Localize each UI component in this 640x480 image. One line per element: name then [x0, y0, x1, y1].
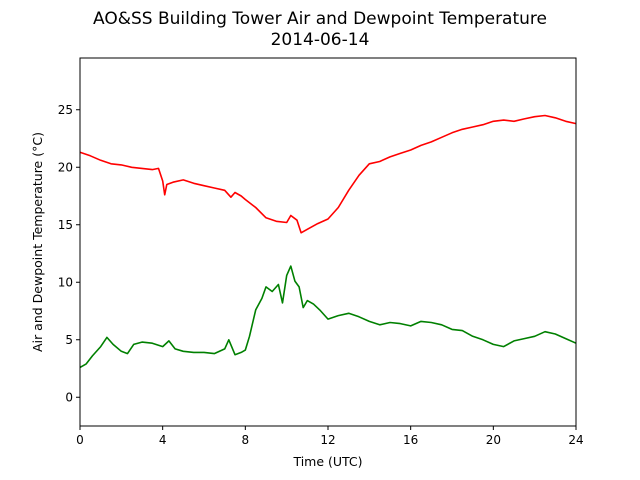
y-tick-label: 25: [58, 103, 73, 117]
y-tick-label: 10: [58, 275, 73, 289]
x-tick-label: 8: [242, 433, 250, 447]
x-tick-label: 20: [486, 433, 501, 447]
series-1-line: [79, 114, 577, 234]
y-tick-label: 5: [65, 333, 73, 347]
y-tick-label: 20: [58, 160, 73, 174]
x-axis-label: Time (UTC): [292, 454, 362, 469]
y-axis-label: Air and Dewpoint Temperature (°C): [30, 132, 45, 352]
series-2-line: [79, 265, 577, 369]
y-tick-label: 15: [58, 218, 73, 232]
x-tick-label: 16: [403, 433, 418, 447]
plot-area: [79, 114, 577, 369]
y-tick-label: 0: [65, 390, 73, 404]
x-tick-label: 24: [568, 433, 583, 447]
x-tick-label: 0: [76, 433, 84, 447]
plot-frame: [79, 57, 577, 427]
x-tick-label: 12: [320, 433, 335, 447]
x-tick-label: 4: [159, 433, 167, 447]
chart-title: AO&SS Building Tower Air and Dewpoint Te…: [93, 9, 547, 29]
chart-subtitle: 2014-06-14: [271, 30, 370, 50]
axis-ticks: 0 4 8 12 16 20 24 0 5 10 15 20 25: [58, 103, 584, 447]
